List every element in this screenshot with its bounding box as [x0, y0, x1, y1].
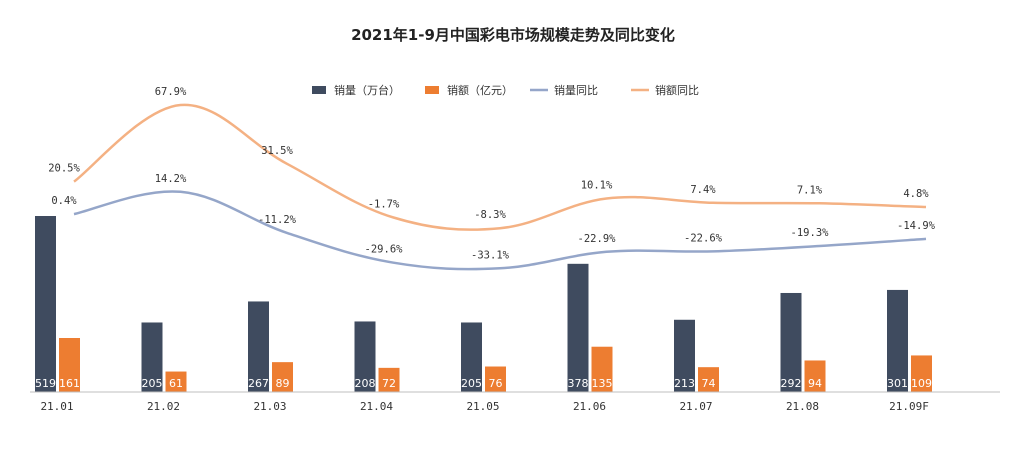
bar-amount [591, 346, 613, 392]
bar-volume [248, 301, 269, 392]
bar-amount-label: 89 [276, 377, 290, 390]
chart-title: 2021年1-9月中国彩电市场规模走势及同比变化 [351, 26, 675, 44]
bar-volume [780, 292, 802, 392]
legend: 销量（万台） 销额（亿元） 销量同比 销额同比 [312, 83, 699, 97]
x-tick-label: 21.03 [253, 400, 286, 413]
bar-volume [567, 263, 589, 392]
legend-item-4: 销额同比 [631, 83, 699, 97]
amount-yoy-label: 7.1% [797, 184, 823, 196]
x-tick-label: 21.06 [573, 400, 606, 413]
bar-amount [272, 362, 293, 392]
bar-amount-label: 94 [808, 377, 822, 390]
bar-volume [674, 319, 695, 392]
x-axis: 21.01 21.02 21.03 21.04 21.05 21.06 21.07 21.08… [30, 391, 1000, 413]
line-volume-yoy [73, 190, 927, 271]
bar-amount [698, 367, 719, 392]
x-tick-label: 21.07 [679, 400, 712, 413]
legend-label: 销量（万台） [334, 83, 400, 97]
x-tick-label: 21.09F [889, 400, 929, 413]
bar-volume-label: 378 [568, 377, 589, 390]
bar-volume-label: 208 [355, 377, 376, 390]
volume-yoy-label: -22.9% [578, 233, 617, 245]
legend-label: 销量同比 [554, 83, 598, 97]
bar-volume-label: 205 [142, 377, 163, 390]
bar-amount [165, 371, 187, 392]
bar-volume-label: 301 [887, 377, 908, 390]
bar-amount-label: 135 [592, 377, 613, 390]
bars: 519 161 205 61 267 89 208 72 205 76 378 135 213 74 292… [35, 216, 932, 392]
volume-yoy-label: 0.4% [51, 195, 77, 207]
bar-amount [59, 338, 80, 392]
amount-yoy-label: -8.3% [474, 209, 506, 221]
x-tick-label: 21.01 [40, 400, 73, 413]
bar-amount [485, 366, 506, 392]
bar-amount [804, 360, 826, 392]
bar-volume [35, 216, 56, 392]
x-tick-label: 21.04 [360, 400, 393, 413]
volume-yoy-label: -11.2% [258, 214, 297, 226]
bar-volume [141, 322, 163, 392]
bar-volume [887, 289, 908, 392]
x-tick-label: 21.02 [147, 400, 180, 413]
legend-swatch [312, 86, 326, 94]
bar-volume-label: 519 [35, 377, 56, 390]
bar-volume-label: 292 [781, 377, 802, 390]
volume-yoy-label: -29.6% [365, 244, 404, 256]
line-amount-yoy [73, 103, 927, 231]
volume-yoy-label: -19.3% [791, 227, 830, 239]
bar-amount-label: 76 [489, 377, 503, 390]
bar-volume-label: 205 [461, 377, 482, 390]
amount-yoy-label: 20.5% [48, 163, 80, 175]
bar-volume [461, 322, 482, 392]
bar-amount-label: 109 [911, 377, 932, 390]
bar-amount [378, 367, 400, 392]
amount-yoy-label: 67.9% [155, 86, 187, 98]
legend-label: 销额同比 [655, 83, 699, 97]
amount-yoy-label: 10.1% [581, 179, 613, 191]
bar-amount [911, 355, 932, 392]
amount-yoy-label: -1.7% [368, 199, 400, 211]
x-tick-label: 21.08 [786, 400, 819, 413]
lines: 20.5% 67.9% 31.5% -1.7% -8.3% 10.1% 7.4% 7.1% 4.… [48, 86, 936, 271]
volume-yoy-label: -22.6% [684, 232, 723, 244]
volume-yoy-label: -14.9% [897, 220, 936, 232]
bar-volume [354, 321, 376, 392]
bar-amount-label: 61 [169, 377, 183, 390]
x-tick-label: 21.05 [466, 400, 499, 413]
legend-swatch [425, 86, 439, 94]
bar-volume-label: 267 [248, 377, 269, 390]
amount-yoy-label: 4.8% [903, 188, 929, 200]
bar-amount-label: 161 [59, 377, 80, 390]
amount-yoy-label: 7.4% [690, 184, 716, 196]
volume-yoy-label: 14.2% [155, 173, 187, 185]
legend-label: 销额（亿元） [447, 83, 513, 97]
volume-yoy-label: -33.1% [471, 249, 510, 261]
legend-item-1: 销量（万台） [312, 83, 400, 97]
amount-yoy-label: 31.5% [261, 145, 293, 157]
bar-volume-label: 213 [674, 377, 695, 390]
legend-item-3: 销量同比 [530, 83, 598, 97]
legend-item-2: 销额（亿元） [425, 83, 513, 97]
bar-amount-label: 74 [702, 377, 716, 390]
bar-amount-label: 72 [382, 377, 396, 390]
